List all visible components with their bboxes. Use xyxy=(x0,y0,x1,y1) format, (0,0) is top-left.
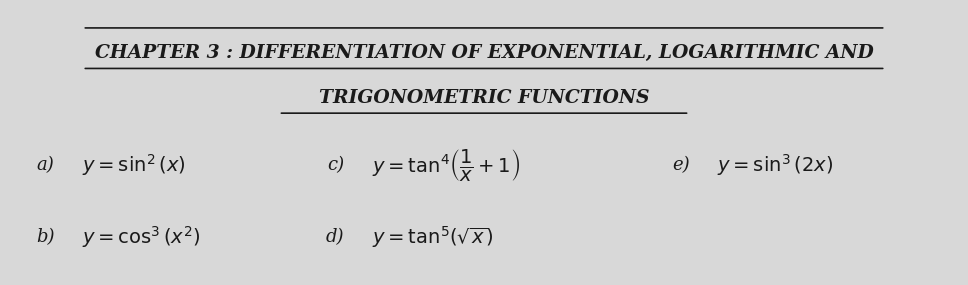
Text: d): d) xyxy=(325,229,344,247)
Text: TRIGONOMETRIC FUNCTIONS: TRIGONOMETRIC FUNCTIONS xyxy=(318,89,650,107)
Text: a): a) xyxy=(37,156,54,174)
Text: c): c) xyxy=(327,156,344,174)
Text: $y=\tan^{5}\!\left(\sqrt{x}\right)$: $y=\tan^{5}\!\left(\sqrt{x}\right)$ xyxy=(372,225,494,251)
Text: $y=\sin^{2}\left(x\right)$: $y=\sin^{2}\left(x\right)$ xyxy=(82,152,186,178)
Text: $y=\cos^{3}\left(x^{2}\right)$: $y=\cos^{3}\left(x^{2}\right)$ xyxy=(82,225,201,251)
Text: e): e) xyxy=(672,156,689,174)
Text: $y=\tan^{4}\!\left(\dfrac{1}{x}+1\right)$: $y=\tan^{4}\!\left(\dfrac{1}{x}+1\right)… xyxy=(372,147,520,183)
Text: b): b) xyxy=(36,229,54,247)
Text: $y=\sin^{3}\left(2x\right)$: $y=\sin^{3}\left(2x\right)$ xyxy=(717,152,833,178)
Text: CHAPTER 3 : DIFFERENTIATION OF EXPONENTIAL, LOGARITHMIC AND: CHAPTER 3 : DIFFERENTIATION OF EXPONENTI… xyxy=(95,44,873,62)
